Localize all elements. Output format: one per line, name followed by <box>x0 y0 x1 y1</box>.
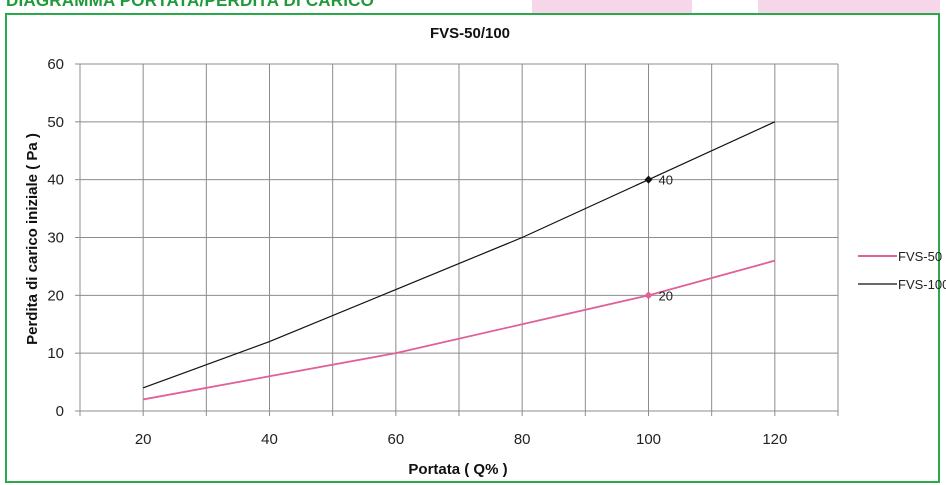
y-tick-label: 10 <box>47 345 64 362</box>
data-point-marker <box>644 291 653 300</box>
data-label: 40 <box>659 173 673 188</box>
series-line-fvs-100 <box>142 121 776 389</box>
x-tick-label: 40 <box>261 431 278 448</box>
grid <box>75 63 839 416</box>
legend: FVS-50 FVS-100 <box>858 249 946 292</box>
x-tick-label: 20 <box>135 431 152 448</box>
header-bar: DIAGRAMMA PORTATA/PERDITA DI CARICO <box>0 0 946 14</box>
header-tab-1 <box>532 0 692 14</box>
data-label: 20 <box>659 288 673 303</box>
x-axis-title: Portata ( Q% ) <box>408 461 507 478</box>
x-tick-label: 100 <box>636 431 661 448</box>
x-tick-label: 80 <box>514 431 531 448</box>
chart-title: FVS-50/100 <box>430 25 510 42</box>
x-tick-label: 120 <box>762 431 787 448</box>
data-point-marker <box>644 175 653 184</box>
y-tick-label: 0 <box>56 403 64 420</box>
series-lines <box>142 121 776 401</box>
y-tick-label: 50 <box>47 114 64 131</box>
header-tab-2 <box>758 0 940 14</box>
series-line-fvs-50 <box>143 259 776 401</box>
y-axis-title: Perdita di carico iniziale ( Pa ) <box>24 133 41 345</box>
y-tick-label: 20 <box>47 287 64 304</box>
page-title: DIAGRAMMA PORTATA/PERDITA DI CARICO <box>6 0 375 10</box>
y-tick-label: 60 <box>47 56 64 73</box>
x-tick-label: 60 <box>387 431 404 448</box>
y-tick-label: 40 <box>47 172 64 189</box>
y-tick-label: 30 <box>47 230 64 247</box>
legend-label: FVS-100 <box>898 277 946 292</box>
chart-frame <box>5 13 940 483</box>
legend-label: FVS-50 <box>898 249 942 264</box>
